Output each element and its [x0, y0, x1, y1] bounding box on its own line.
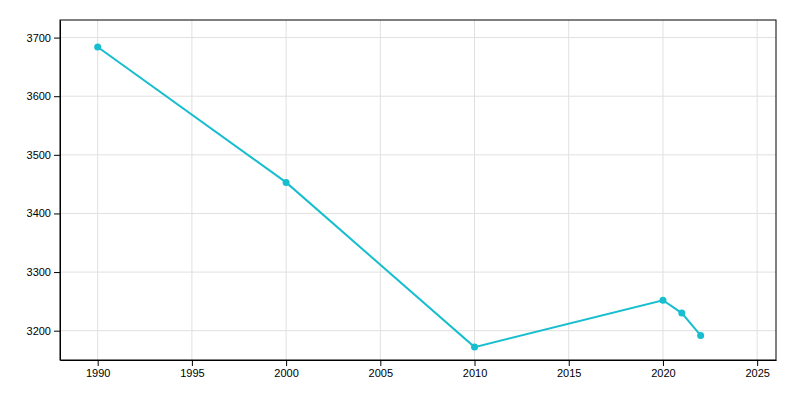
- x-axis-tick-label: 2005: [369, 367, 393, 379]
- y-axis-tick-label: 3600: [27, 90, 51, 102]
- y-axis-tick: 3200: [27, 325, 60, 337]
- y-axis-tick: 3700: [27, 32, 60, 44]
- point: [283, 179, 290, 186]
- y-axis-tick-mark: [54, 155, 60, 156]
- grid: [60, 20, 776, 360]
- x-grid-line: [662, 20, 663, 360]
- x-axis-tick-label: 2000: [274, 367, 298, 379]
- x-axis-tick-label: 2025: [745, 367, 769, 379]
- y-axis-tick-label: 3700: [27, 32, 51, 44]
- y-axis-tick: 3600: [27, 90, 60, 102]
- x-axis: 1990 1995 2000 2005 2010 2015 2020 2025: [61, 360, 777, 379]
- y-axis-tick: 3400: [27, 207, 60, 219]
- y-grid-line: [60, 272, 776, 273]
- x-axis-tick-mark: [757, 360, 758, 366]
- x-axis-tick: 2025: [745, 360, 769, 379]
- point: [678, 310, 685, 317]
- x-axis-tick-mark: [663, 360, 664, 366]
- y-axis-tick: 3500: [27, 149, 60, 161]
- x-axis-tick-label: 1990: [86, 367, 110, 379]
- x-axis-tick-mark: [569, 360, 570, 366]
- x-axis-tick-label: 2010: [463, 367, 487, 379]
- x-axis-tick-label: 2015: [557, 367, 581, 379]
- x-grid-line: [757, 20, 758, 360]
- x-grid-line: [474, 20, 475, 360]
- x-axis-tick: 2000: [274, 360, 298, 379]
- x-axis-tick-mark: [192, 360, 193, 366]
- y-grid-line: [60, 213, 776, 214]
- y-axis-tick-label: 3500: [27, 149, 51, 161]
- x-grid-line: [380, 20, 381, 360]
- line: [98, 47, 701, 347]
- point: [471, 344, 478, 351]
- y-axis-tick-mark: [54, 38, 60, 39]
- plot-frame: [60, 20, 776, 360]
- x-axis-tick: 1990: [86, 360, 110, 379]
- point: [659, 297, 666, 304]
- y-axis-tick-label: 3300: [27, 266, 51, 278]
- x-grid-line: [191, 20, 192, 360]
- series: [94, 43, 704, 350]
- x-axis-tick-mark: [286, 360, 287, 366]
- y-axis-tick-mark: [54, 331, 60, 332]
- y-axis-tick-mark: [54, 96, 60, 97]
- x-axis-tick: 1995: [180, 360, 204, 379]
- x-grid-line: [97, 20, 98, 360]
- y-axis-tick-mark: [54, 213, 60, 214]
- y-grid-line: [60, 154, 776, 155]
- point: [697, 332, 704, 339]
- x-axis-tick-label: 2020: [651, 367, 675, 379]
- x-axis-tick-mark: [380, 360, 381, 366]
- y-axis-tick: 3300: [27, 266, 60, 278]
- y-axis-tick-mark: [54, 272, 60, 273]
- y-axis-tick-label: 3400: [27, 207, 51, 219]
- x-grid-line: [568, 20, 569, 360]
- x-axis-tick: 2015: [557, 360, 581, 379]
- chart: 1990 1995 2000 2005 2010 2015 2020 2025 3200 3300…: [0, 0, 800, 400]
- x-axis-tick: 2005: [369, 360, 393, 379]
- x-grid-line: [286, 20, 287, 360]
- y-axis-tick-label: 3200: [27, 325, 51, 337]
- y-grid-line: [60, 330, 776, 331]
- x-axis-tick: 2010: [463, 360, 487, 379]
- x-axis-tick-mark: [475, 360, 476, 366]
- y-grid-line: [60, 37, 776, 38]
- x-axis-tick-label: 1995: [180, 367, 204, 379]
- point: [94, 43, 101, 50]
- x-axis-tick-mark: [98, 360, 99, 366]
- y-axis: 3200 3300 3400 3500 3600 3700: [27, 21, 61, 361]
- x-axis-tick: 2020: [651, 360, 675, 379]
- plot-area: 1990 1995 2000 2005 2010 2015 2020 2025 3200 3300…: [27, 20, 777, 379]
